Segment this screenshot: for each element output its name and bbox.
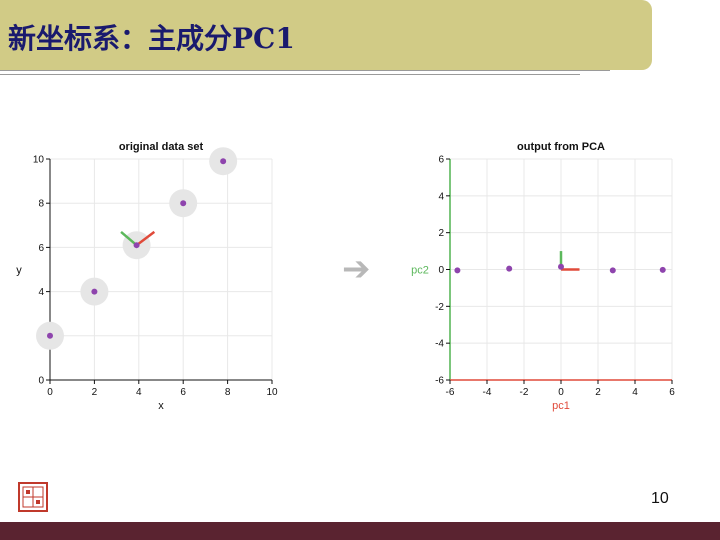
title-bar: 新坐标系：主成分PC1 (0, 0, 652, 70)
data-point (133, 242, 140, 249)
y-tick-label: 6 (38, 243, 44, 254)
y-axis-label: y (16, 265, 22, 277)
data-point (180, 200, 187, 207)
x-tick-label: 0 (47, 387, 53, 398)
page-number: 10 (651, 490, 669, 507)
title-rule (0, 70, 610, 71)
data-point (220, 158, 227, 165)
y-tick-label: -2 (435, 302, 444, 313)
y-tick-label: -4 (435, 339, 444, 350)
x-tick-label: 0 (558, 387, 564, 398)
x-tick-label: 4 (136, 387, 142, 398)
data-point (91, 288, 98, 295)
data-point (659, 266, 666, 273)
x-axis-label: x (158, 400, 164, 412)
x-tick-label: -6 (446, 387, 455, 398)
x-tick-label: 10 (266, 387, 278, 398)
right-arrow-icon: ➔ (342, 249, 371, 289)
x-tick-label: 8 (225, 387, 231, 398)
x-tick-label: 6 (180, 387, 186, 398)
x-tick-label: -4 (483, 387, 492, 398)
data-point (47, 332, 53, 339)
chart-title: original data set (119, 141, 204, 153)
seal-logo-icon (18, 482, 48, 512)
principal-axis-red (135, 230, 156, 247)
y-axis-label: pc2 (411, 265, 429, 277)
y-tick-label: 0 (438, 265, 444, 276)
data-point (454, 267, 461, 274)
chart-original-data-set: original data set02468100246810xy (16, 141, 278, 412)
x-tick-label: 2 (92, 387, 98, 398)
y-tick-label: -6 (435, 376, 444, 387)
chart-output-from-pca: output from PCA -6 -4 -2 0 2 4 6 -6 -4 -2 0 2 4 6 pc1 pc… (411, 141, 675, 412)
x-tick-label: 6 (669, 387, 675, 398)
x-tick-label: 4 (632, 387, 638, 398)
slide-title: 新坐标系：主成分PC1 (8, 22, 295, 55)
x-tick-label: -2 (520, 387, 529, 398)
y-tick-label: 8 (38, 199, 44, 210)
y-tick-label: 6 (438, 155, 444, 166)
data-point (506, 265, 513, 272)
x-tick-label: 2 (595, 387, 601, 398)
title-rule (0, 74, 580, 75)
data-point (558, 263, 564, 270)
data-point (609, 267, 616, 274)
chart-title: output from PCA (517, 141, 605, 153)
y-tick-label: 10 (33, 155, 45, 166)
y-tick-label: 0 (38, 376, 44, 387)
footer-band (0, 522, 720, 540)
y-tick-label: 2 (438, 228, 444, 239)
principal-axis-green (120, 230, 138, 247)
y-tick-label: 4 (438, 191, 444, 202)
x-axis-label: pc1 (552, 400, 570, 412)
y-tick-label: 4 (38, 287, 44, 298)
